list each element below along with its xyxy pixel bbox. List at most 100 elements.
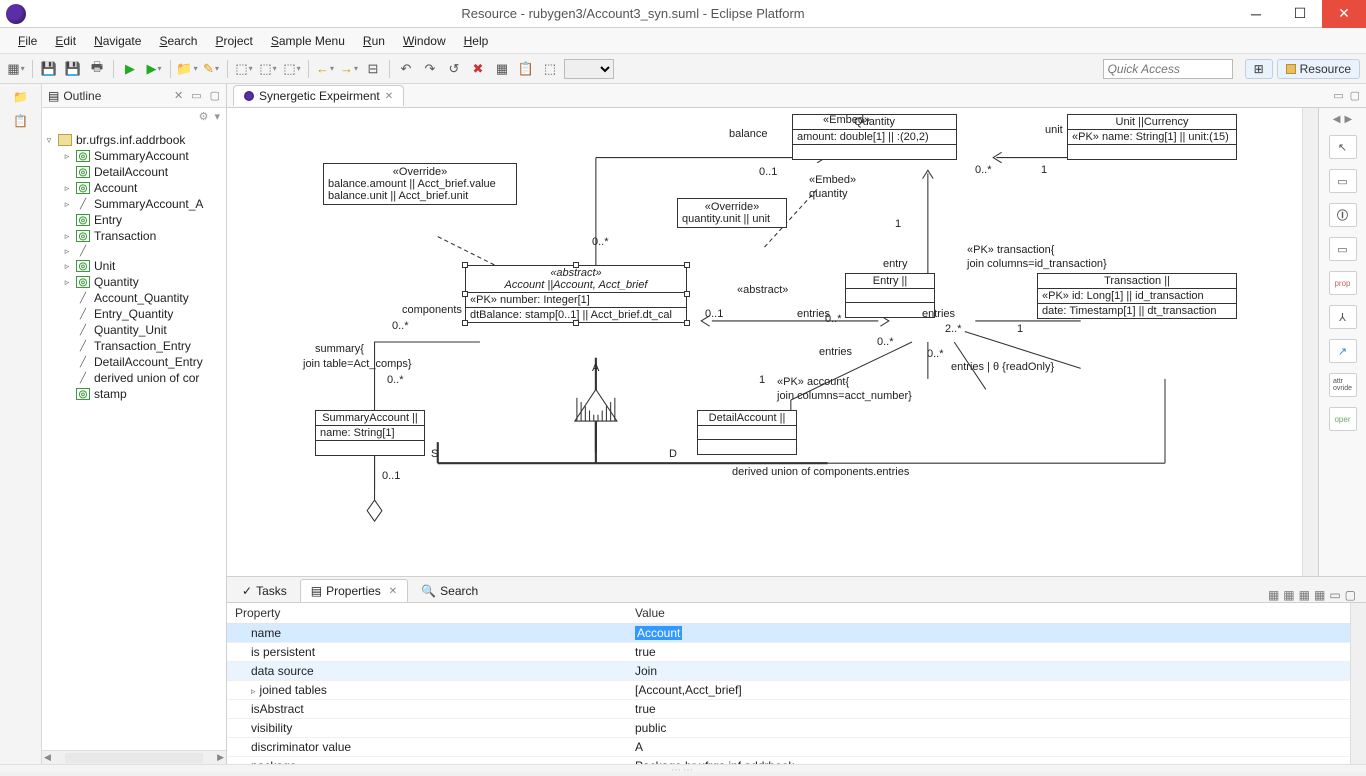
property-row[interactable]: is persistenttrue: [227, 643, 1366, 662]
tb2[interactable]: ↷: [420, 59, 440, 79]
nav2-button[interactable]: ⬚: [258, 59, 278, 79]
property-row[interactable]: visibilitypublic: [227, 719, 1366, 738]
outline-close-icon[interactable]: ✕: [174, 89, 183, 102]
tab-tasks[interactable]: ✓ Tasks: [231, 579, 298, 602]
outline-tool-icon[interactable]: ⚙: [199, 110, 209, 126]
property-row[interactable]: packagePackage br.ufrgs.inf.addrbook: [227, 757, 1366, 765]
diagram-canvas[interactable]: «Override» balance.amount || Acct_brief.…: [227, 108, 1302, 576]
menu-search[interactable]: Search: [151, 30, 205, 52]
tree-item[interactable]: ╱Account_Quantity: [44, 290, 224, 306]
tree-item[interactable]: ▹╱: [44, 244, 224, 258]
palette-rect[interactable]: ▭: [1329, 169, 1357, 193]
note-override-balance[interactable]: «Override» balance.amount || Acct_brief.…: [323, 163, 517, 205]
tree-item[interactable]: ▹◎Transaction: [44, 228, 224, 244]
menu-run[interactable]: Run: [355, 30, 393, 52]
class-transaction[interactable]: Transaction || «PK» id: Long[1] || id_tr…: [1037, 273, 1237, 319]
outline-min-icon[interactable]: ▭: [191, 89, 201, 102]
editor-max-icon[interactable]: ▢: [1350, 89, 1360, 102]
palette-info[interactable]: Ⓘ: [1329, 203, 1357, 227]
palette-class[interactable]: ▭: [1329, 237, 1357, 261]
palette-select[interactable]: ↖: [1329, 135, 1357, 159]
maximize-button[interactable]: ☐: [1278, 0, 1322, 28]
menu-navigate[interactable]: Navigate: [86, 30, 149, 52]
quick-access[interactable]: [1103, 59, 1233, 79]
stop-button[interactable]: ⊟: [363, 59, 383, 79]
back-button[interactable]: ←: [315, 59, 335, 79]
outline-max-icon[interactable]: ▢: [210, 89, 220, 102]
new-button[interactable]: ▦: [6, 59, 26, 79]
tree-item[interactable]: ◎stamp: [44, 386, 224, 402]
tree-item[interactable]: ◎Entry: [44, 212, 224, 228]
property-row[interactable]: ▹joined tables[Account,Acct_brief]: [227, 681, 1366, 700]
resource-perspective-button[interactable]: Resource: [1277, 59, 1360, 79]
editor-min-icon[interactable]: ▭: [1333, 89, 1343, 102]
class-account[interactable]: «abstract»Account ||Account, Acct_brief …: [465, 265, 687, 323]
palette-assoc[interactable]: ↗: [1329, 339, 1357, 363]
open-type-button[interactable]: 📁: [177, 59, 197, 79]
menu-sample-menu[interactable]: Sample Menu: [263, 30, 353, 52]
save-all-button[interactable]: 💾: [63, 59, 83, 79]
tab-search[interactable]: 🔍 Search: [410, 579, 489, 602]
palette-prop[interactable]: prop: [1329, 271, 1357, 295]
editor-tab-close-icon[interactable]: ✕: [385, 91, 393, 102]
property-row[interactable]: isAbstracttrue: [227, 700, 1366, 719]
properties-table[interactable]: PropertyValue nameAccountis persistenttr…: [227, 603, 1366, 764]
class-detail-account[interactable]: DetailAccount ||: [697, 410, 797, 455]
fwd-button[interactable]: →: [339, 59, 359, 79]
menu-project[interactable]: Project: [207, 30, 260, 52]
tb5[interactable]: 📋: [516, 59, 536, 79]
palette-tree[interactable]: ⅄: [1329, 305, 1357, 329]
editor-tab[interactable]: Synergetic Expeirment ✕: [233, 85, 404, 106]
property-row[interactable]: data sourceJoin: [227, 662, 1366, 681]
run-ext-button[interactable]: ▶: [144, 59, 164, 79]
btool2[interactable]: ▦: [1283, 588, 1294, 602]
tab-properties[interactable]: ▤ Properties✕: [300, 579, 408, 602]
class-summary-account[interactable]: SummaryAccount || name: String[1]: [315, 410, 425, 456]
tree-item[interactable]: ▹╱SummaryAccount_A: [44, 196, 224, 212]
property-row[interactable]: nameAccount: [227, 624, 1366, 643]
tree-root[interactable]: ▿br.ufrgs.inf.addrbook: [44, 132, 224, 148]
btool1[interactable]: ▦: [1268, 588, 1279, 602]
run-button[interactable]: ▶: [120, 59, 140, 79]
menu-help[interactable]: Help: [456, 30, 497, 52]
tb4[interactable]: ▦: [492, 59, 512, 79]
class-quantity[interactable]: Quantity amount: double[1] || :(20,2): [792, 114, 957, 160]
tree-item[interactable]: ▹◎SummaryAccount: [44, 148, 224, 164]
print-button[interactable]: 🖶: [87, 59, 107, 79]
tree-item[interactable]: ╱Transaction_Entry: [44, 338, 224, 354]
tree-item[interactable]: ╱derived union of cor: [44, 370, 224, 386]
outline-menu-icon[interactable]: ▾: [214, 110, 220, 126]
editor-vscroll[interactable]: [1302, 108, 1318, 576]
palette-attr[interactable]: attrovride: [1329, 373, 1357, 397]
status-splitter[interactable]: ⋯⋯: [0, 764, 1366, 772]
property-row[interactable]: discriminator valueA: [227, 738, 1366, 757]
outline-tree[interactable]: ▿br.ufrgs.inf.addrbook▹◎SummaryAccount ◎…: [42, 128, 226, 750]
menu-file[interactable]: File: [10, 30, 45, 52]
tb-del[interactable]: ✖: [468, 59, 488, 79]
tree-item[interactable]: ╱Entry_Quantity: [44, 306, 224, 322]
btab-max-icon[interactable]: ▢: [1345, 588, 1356, 602]
bookmark-icon[interactable]: 📋: [12, 114, 30, 132]
close-button[interactable]: ✕: [1322, 0, 1366, 28]
properties-vscroll[interactable]: [1350, 603, 1366, 764]
save-button[interactable]: 💾: [39, 59, 59, 79]
note-override-quantity[interactable]: «Override» quantity.unit || unit: [677, 198, 787, 228]
search-button[interactable]: ✎: [201, 59, 221, 79]
tree-item[interactable]: ▹◎Unit: [44, 258, 224, 274]
palette-oper[interactable]: oper: [1329, 407, 1357, 431]
menu-window[interactable]: Window: [395, 30, 454, 52]
menu-edit[interactable]: Edit: [47, 30, 84, 52]
outline-hscroll[interactable]: ◀▶: [42, 750, 226, 764]
project-explorer-icon[interactable]: 📁: [12, 90, 30, 108]
tree-item[interactable]: ╱Quantity_Unit: [44, 322, 224, 338]
tb6[interactable]: ⬚: [540, 59, 560, 79]
nav1-button[interactable]: ⬚: [234, 59, 254, 79]
tb1[interactable]: ↶: [396, 59, 416, 79]
tree-item[interactable]: ▹◎Quantity: [44, 274, 224, 290]
tree-item[interactable]: ╱DetailAccount_Entry: [44, 354, 224, 370]
tab-properties-close-icon[interactable]: ✕: [389, 586, 397, 597]
tree-item[interactable]: ▹◎Account: [44, 180, 224, 196]
tree-item[interactable]: ◎DetailAccount: [44, 164, 224, 180]
combo[interactable]: [564, 59, 614, 79]
minimize-button[interactable]: ─: [1234, 0, 1278, 28]
